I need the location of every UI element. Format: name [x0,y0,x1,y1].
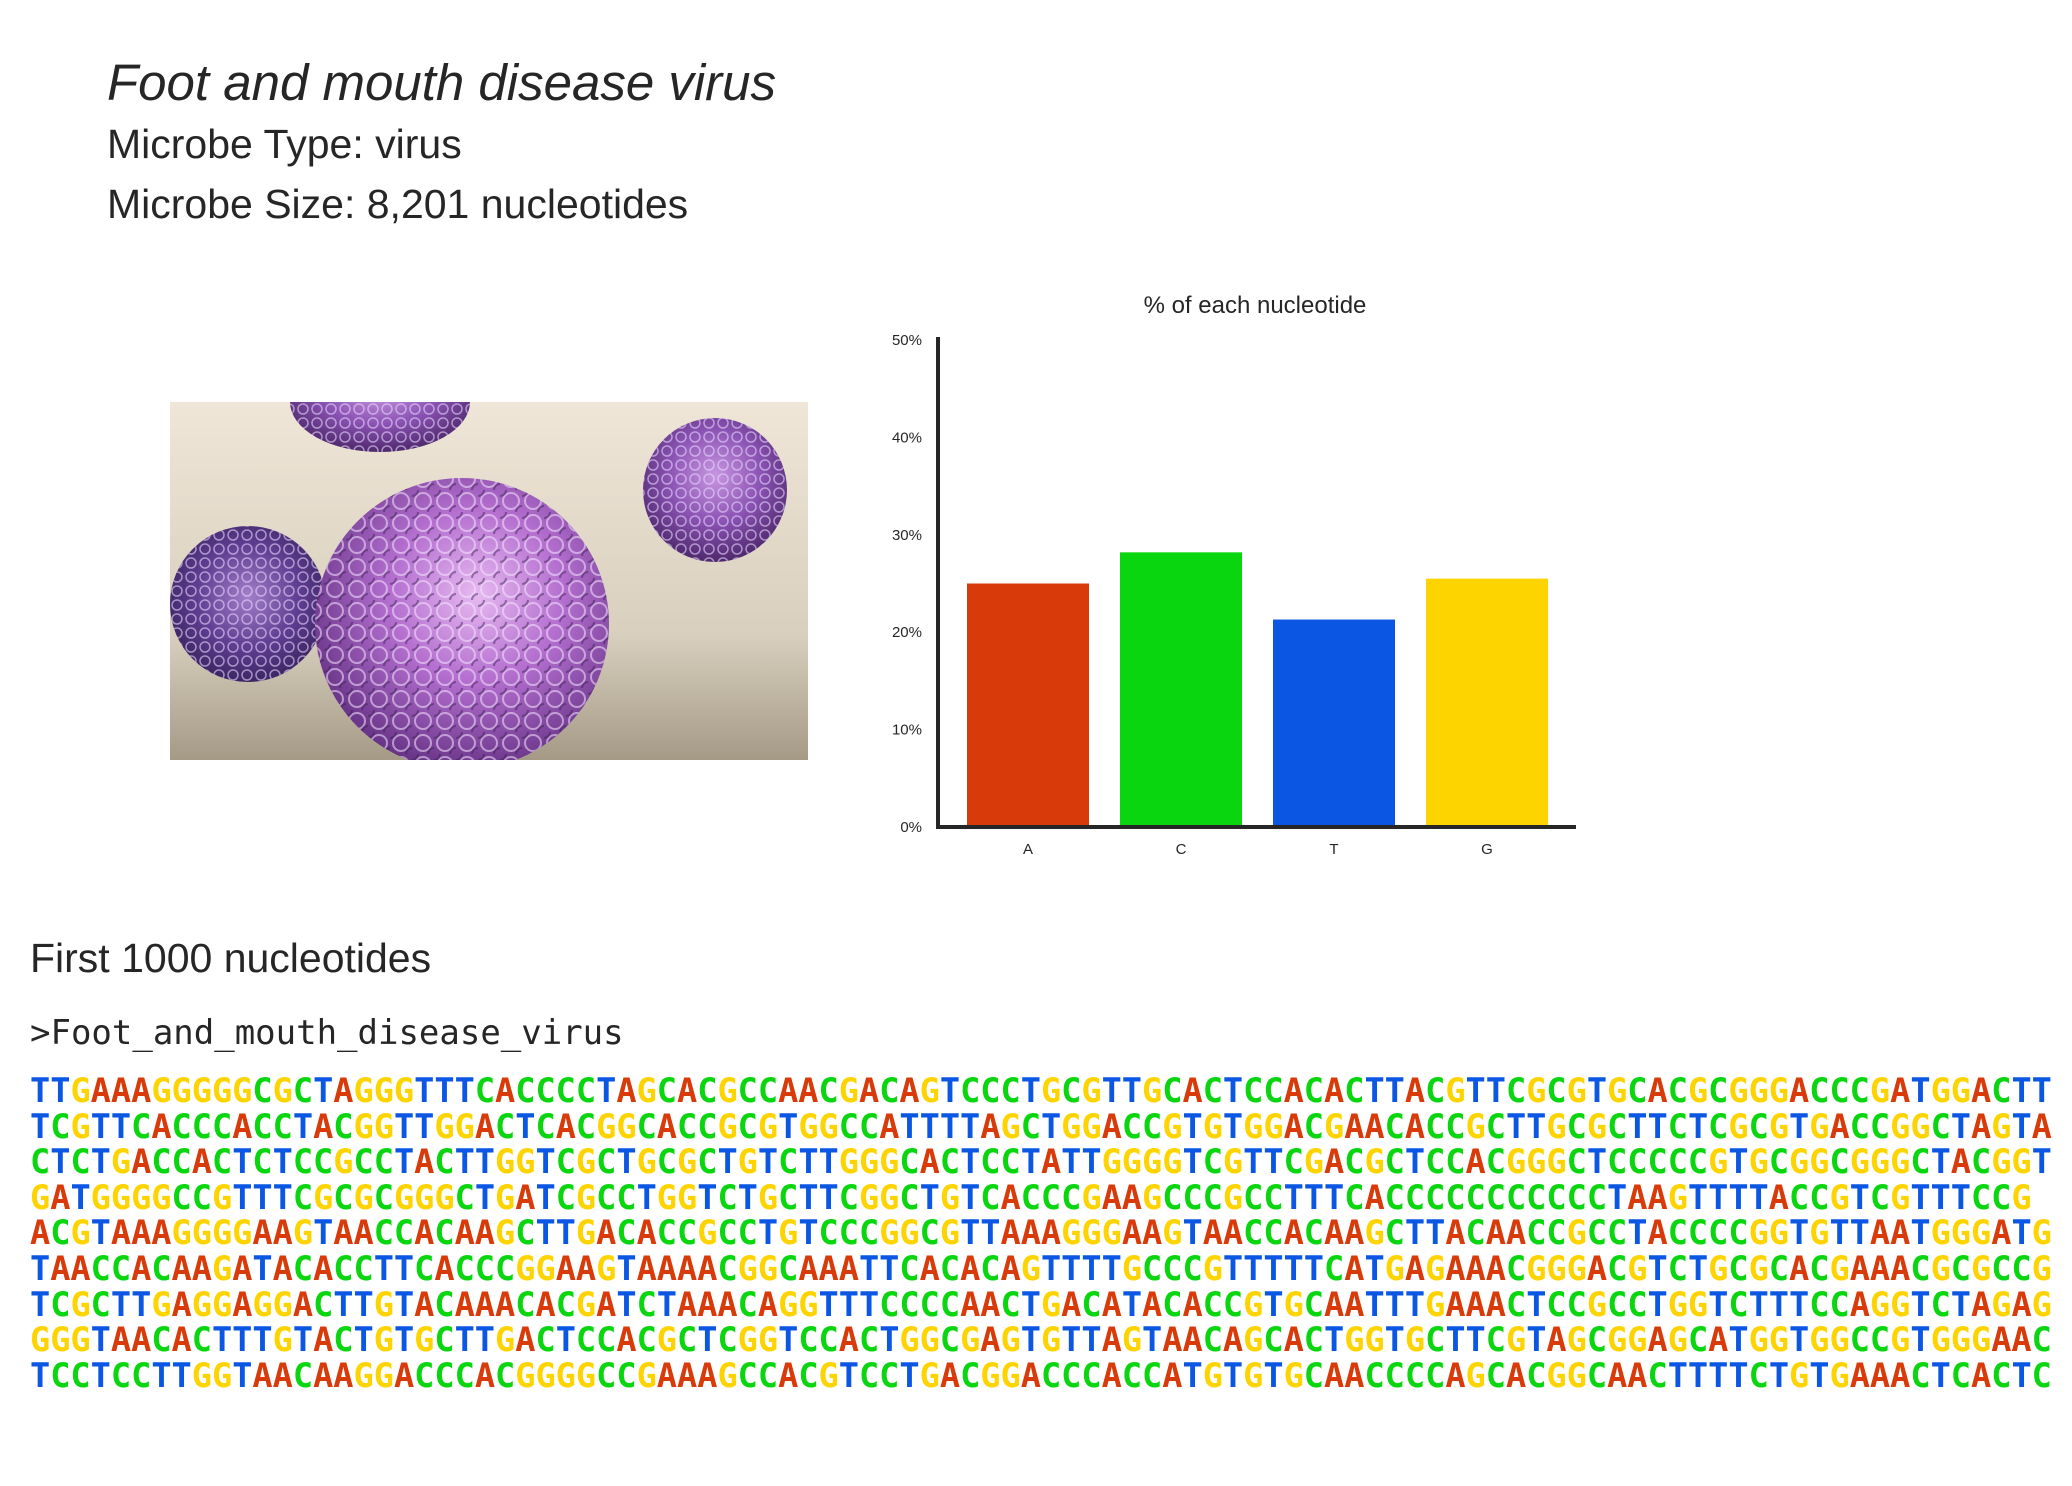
sequence-line: ACGTAAAGGGGAAGTAACCACAAGCTTGACACCGCCTGTC… [30,1213,2052,1253]
sequence-line: GGGTAACACTTTGTACTGTGCTTGACTCCACGCTCGGTCC… [30,1320,2052,1360]
virus-particles-image [170,402,808,760]
x-tick-label: T [1329,841,1338,858]
sequence-line: TCCTCCTTGGTAACAAGGACCCACGGGGCCGAAAGCCACG… [30,1355,2052,1395]
y-tick-label: 40% [892,429,922,446]
bar-a [967,583,1089,827]
y-tick-label: 50% [892,332,922,349]
y-tick-label: 10% [892,722,922,739]
nucleotide-sequence: TTGAAAGGGGGCGCTAGGGTTTCACCCCTAGCACGCCAAC… [30,1073,2052,1393]
bar-t [1273,619,1395,827]
nucleotide-bar-chart: % of each nucleotide 0% 10% 20% 30% 40% 50% A… [892,292,1576,858]
x-tick-label: G [1481,841,1493,858]
y-tick-label: 20% [892,624,922,641]
sequence-section-title: First 1000 nucleotides [30,935,432,981]
sequence-line: CTCTGACCACTCTCCGCCTACTTGGTCGCTGCGCTGTCTT… [30,1142,2052,1182]
y-tick-label: 30% [892,527,922,544]
bar-c [1120,552,1242,827]
microbe-type-label: Microbe Type: virus [107,121,462,167]
x-tick-label: C [1176,841,1187,858]
chart-title: % of each nucleotide [1144,292,1367,319]
sequence-line: GATGGGGCCGTTTCGCGCGGGCTGATCGCCTGGTCTGCTT… [30,1177,2032,1217]
microbe-size-label: Microbe Size: 8,201 nucleotides [107,181,689,227]
sequence-line: TTGAAAGGGGGCGCTAGGGTTTCACCCCTAGCACGCCAAC… [30,1071,2052,1110]
sequence-line: TCGTTCACCCACCTACGGTTGGACTCACGGCACCGCGTGG… [30,1106,2052,1146]
bar-g [1426,578,1548,827]
sequence-line: TAACCACAAGATACACCTTCACCCGGAAGTAAAACGGCAA… [30,1248,2052,1288]
fasta-header: >Foot_and_mouth_disease_virus [30,1013,624,1053]
y-tick-label: 0% [900,819,922,836]
x-tick-label: A [1023,841,1033,858]
microbe-name: Foot and mouth disease virus [107,54,777,111]
sequence-line: TCGCTTGAGGAGGACTTGTACAAACACGATCTAAACAGGT… [30,1284,2052,1324]
